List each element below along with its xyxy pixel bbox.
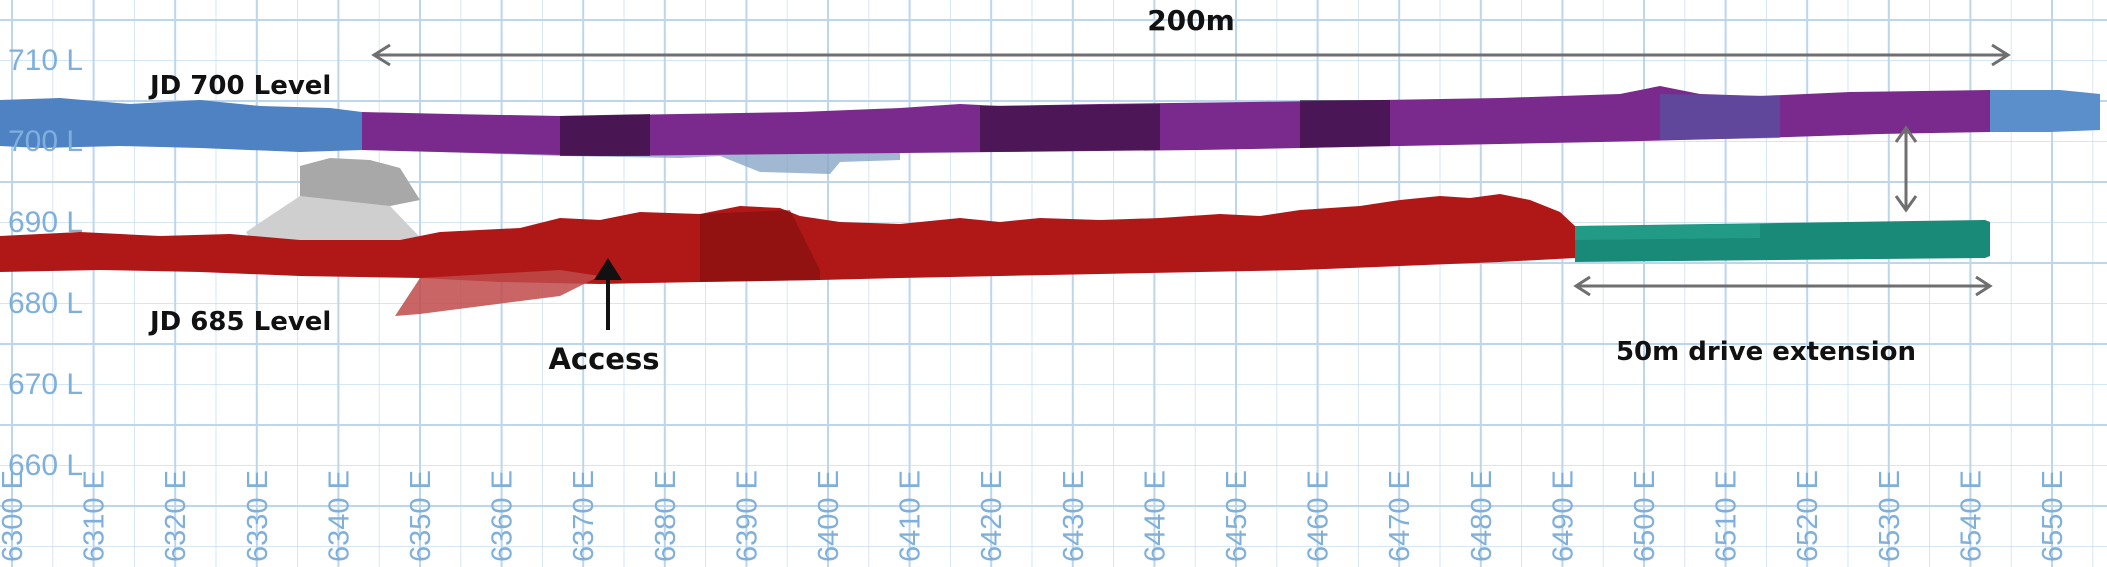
level-spacing-arrow — [1894, 125, 1918, 213]
easting-tick-label: 6410 E — [895, 470, 927, 562]
level-700-label: JD 700 Level — [148, 71, 331, 101]
level-700-purple-segment — [362, 86, 1990, 156]
dimension-200m-right-arrowhead — [1991, 43, 2011, 67]
access-label: Access — [548, 342, 659, 376]
easting-tick-label: 6350 E — [405, 470, 437, 562]
easting-tick-label: 6380 E — [650, 470, 682, 562]
level-700-blue-tint — [1660, 94, 1780, 140]
easting-tick-label: 6320 E — [160, 470, 192, 562]
level-700-dark-band-2 — [980, 104, 1160, 152]
level-700-under-lobe — [362, 150, 900, 174]
elevation-tick-label: 660 L — [8, 449, 83, 482]
easting-tick-label: 6480 E — [1466, 470, 1498, 562]
dimension-50m — [1573, 275, 1993, 297]
access-arrow — [594, 258, 622, 330]
elevation-tick-label: 700 L — [8, 125, 83, 158]
easting-tick-label: 6370 E — [568, 470, 600, 562]
easting-tick-label: 6340 E — [323, 470, 355, 562]
level-700-dark-band-1 — [560, 114, 650, 156]
easting-tick-label: 6470 E — [1384, 470, 1416, 562]
easting-tick-label: 6500 E — [1629, 470, 1661, 562]
level-700-existing-east — [1990, 90, 2100, 132]
easting-tick-label: 6550 E — [2037, 470, 2069, 562]
easting-tick-label: 6330 E — [242, 470, 274, 562]
elevation-tick-label: 690 L — [8, 206, 83, 239]
dimension-50m-right-arrowhead — [1975, 275, 1993, 297]
dimension-200m-left-arrowhead — [371, 43, 391, 67]
level-685-dark-band — [700, 210, 820, 282]
easting-tick-label: 6450 E — [1221, 470, 1253, 562]
easting-tick-label: 6360 E — [487, 470, 519, 562]
easting-tick-label: 6400 E — [813, 470, 845, 562]
easting-tick-label: 6310 E — [79, 470, 111, 562]
access-arrowhead — [594, 258, 622, 280]
level-685-label: JD 685 Level — [148, 307, 331, 337]
easting-tick-label: 6420 E — [976, 470, 1008, 562]
easting-tick-label: 6490 E — [1547, 470, 1579, 562]
easting-tick-label: 6300 E — [0, 470, 29, 562]
level-685-drive — [0, 194, 1990, 316]
level-700-existing-west — [0, 98, 362, 152]
level-spacing-top-arrowhead — [1894, 125, 1918, 143]
dimension-50m-left-arrowhead — [1573, 275, 1591, 297]
elevation-tick-label: 680 L — [8, 287, 83, 320]
dimension-200m-label: 200m — [1147, 4, 1235, 37]
extension-label: 50m drive extension — [1616, 337, 1916, 367]
easting-tick-label: 6430 E — [1058, 470, 1090, 562]
level-700-dark-band-3 — [1300, 100, 1390, 148]
extension-highlight — [1575, 224, 1760, 240]
easting-tick-labels: 6300 E 6310 E 6320 E 6330 E 6340 E 6350 E 6360… — [0, 470, 2069, 562]
easting-tick-label: 6510 E — [1711, 470, 1743, 562]
dimension-200m — [371, 43, 2011, 67]
easting-tick-label: 6540 E — [1955, 470, 1987, 562]
ramp-upper — [300, 158, 420, 206]
easting-tick-label: 6460 E — [1303, 470, 1335, 562]
vertical-grid-lines — [11, 0, 2094, 567]
easting-tick-label: 6530 E — [1874, 470, 1906, 562]
elevation-tick-label: 710 L — [8, 44, 83, 77]
level-spacing-bottom-arrowhead — [1894, 195, 1918, 213]
easting-tick-label: 6440 E — [1139, 470, 1171, 562]
level-700-drive — [0, 86, 2100, 174]
elevation-tick-labels: 710 L 700 L 690 L 680 L 670 L 660 L — [8, 44, 83, 482]
easting-tick-label: 6520 E — [1792, 470, 1824, 562]
level-685-wedge — [395, 270, 600, 316]
easting-tick-label: 6390 E — [731, 470, 763, 562]
elevation-tick-label: 670 L — [8, 368, 83, 401]
